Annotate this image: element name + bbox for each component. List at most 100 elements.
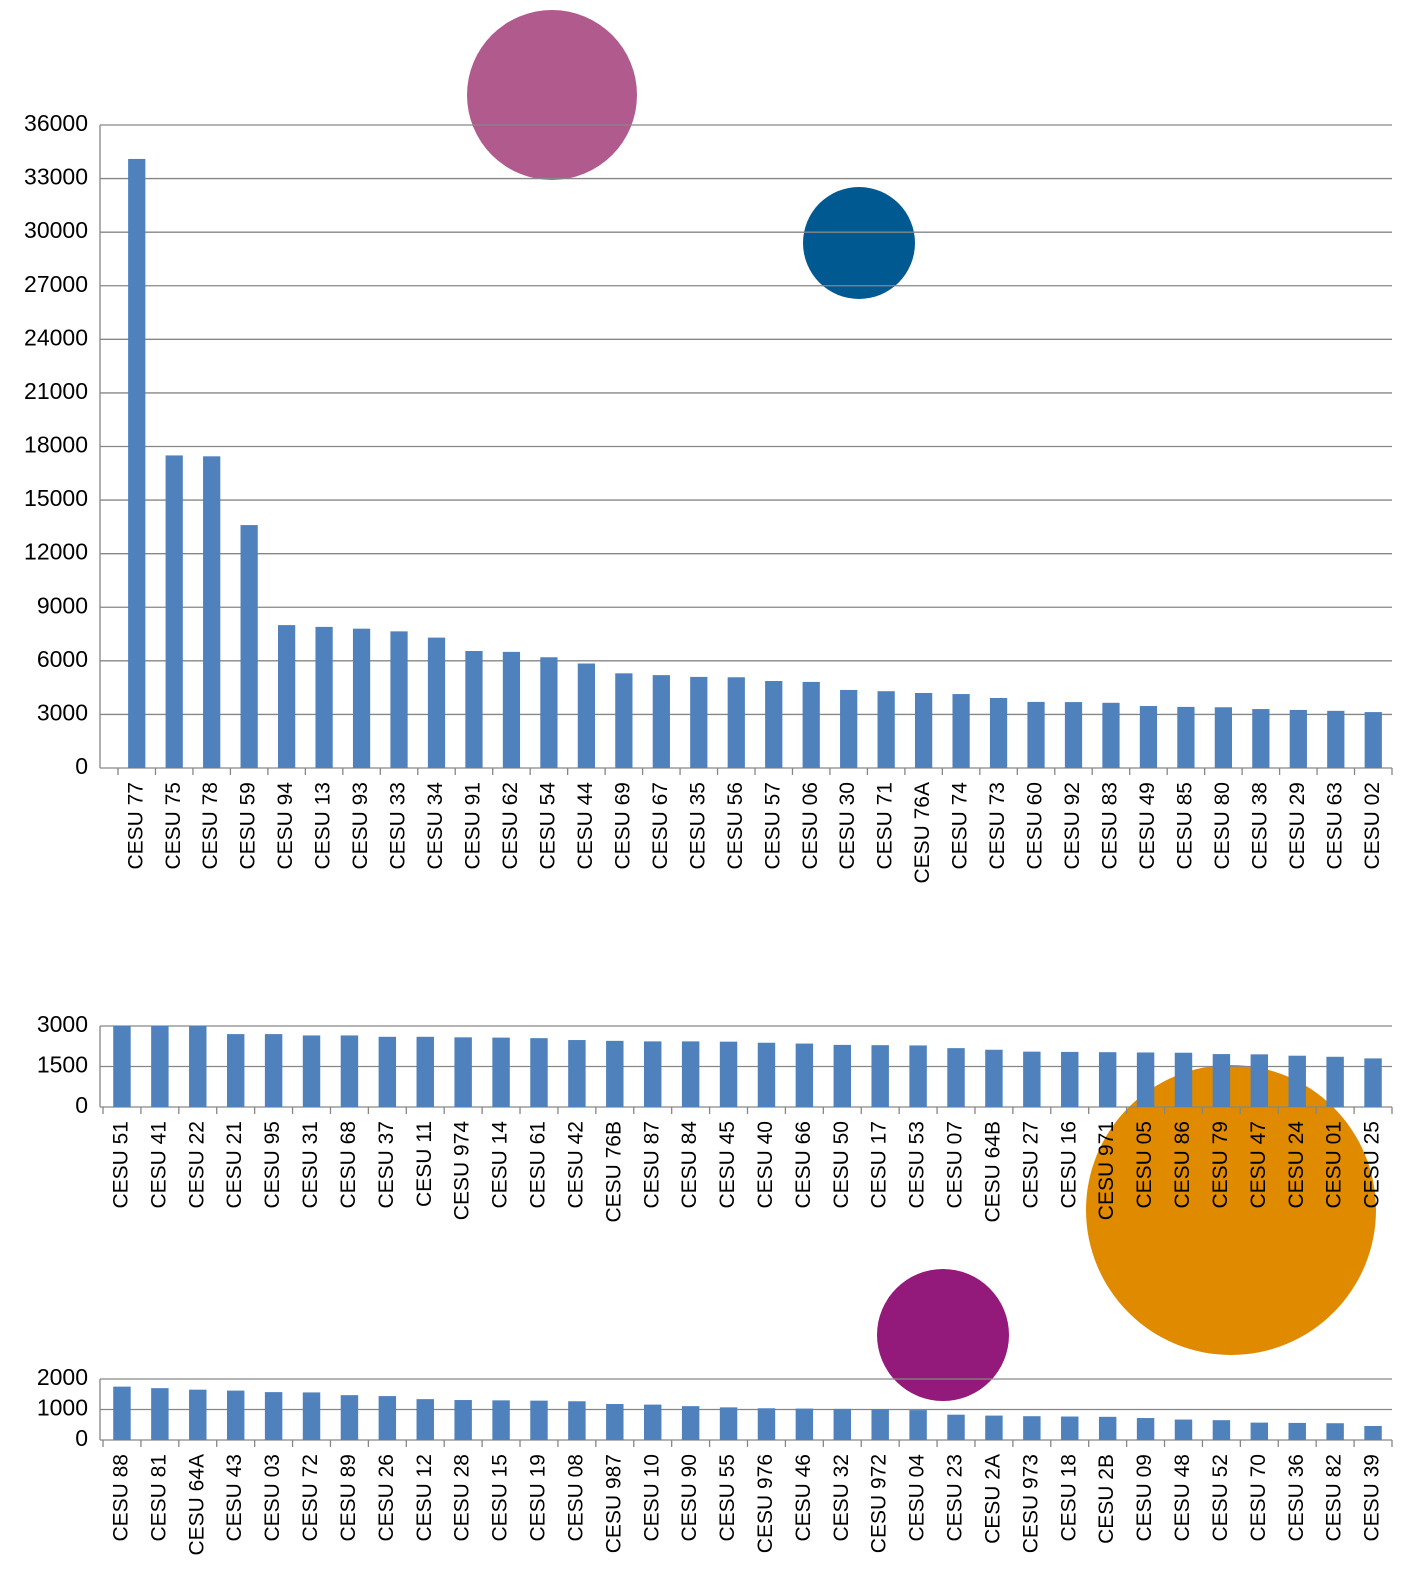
bar (1023, 1416, 1041, 1440)
x-tick-label: CESU 52 (1209, 1454, 1232, 1542)
x-tick-label: CESU 63 (1323, 782, 1346, 870)
x-tick-label: CESU 12 (413, 1454, 436, 1542)
bar (795, 1043, 814, 1107)
bar (795, 1408, 814, 1440)
bar (1061, 1051, 1079, 1107)
x-tick-label: CESU 35 (686, 782, 709, 870)
x-tick-label: CESU 973 (1019, 1454, 1042, 1553)
bar (719, 1407, 738, 1440)
bar (530, 1400, 548, 1440)
bar (681, 1406, 700, 1440)
x-tick-label: CESU 11 (413, 1121, 436, 1207)
bar (189, 1389, 207, 1440)
bar (1139, 706, 1158, 768)
x-tick-label: CESU 21 (223, 1121, 246, 1209)
bar (947, 1414, 965, 1440)
bar (871, 1409, 889, 1440)
x-tick-label: CESU 972 (868, 1454, 891, 1553)
x-tick-label: CESU 44 (574, 782, 597, 870)
bar (427, 637, 446, 768)
bar (492, 1037, 510, 1107)
x-tick-label: CESU 2A (981, 1454, 1004, 1544)
bar (644, 1404, 662, 1440)
x-tick-label: CESU 61 (527, 1121, 550, 1209)
x-tick-label: CESU 56 (724, 782, 747, 870)
bar (189, 1026, 207, 1107)
x-tick-label: CESU 94 (274, 782, 297, 870)
x-tick-label: CESU 68 (337, 1121, 360, 1209)
x-tick-label: CESU 02 (1361, 782, 1384, 870)
bar (1364, 1058, 1382, 1107)
bar (909, 1045, 927, 1107)
x-tick-label: CESU 38 (1248, 782, 1271, 870)
bar (577, 663, 596, 768)
x-tick-label: CESU 41 (147, 1121, 170, 1209)
bar (1027, 701, 1045, 768)
bar (530, 1038, 548, 1107)
x-tick-label: CESU 59 (237, 782, 260, 870)
y-tick-label: 1000 (37, 1395, 88, 1421)
x-tick-label: CESU 2B (1095, 1454, 1118, 1544)
x-tick-label: CESU 92 (1061, 782, 1084, 870)
bar (340, 1395, 359, 1440)
x-tick-label: CESU 78 (199, 782, 222, 870)
x-tick-label: CESU 85 (1173, 782, 1196, 870)
bar (1061, 1416, 1079, 1440)
x-tick-label: CESU 26 (375, 1454, 398, 1542)
bar (690, 676, 708, 768)
bar (1136, 1052, 1155, 1107)
y-tick-label: 0 (75, 1425, 88, 1451)
x-tick-label: CESU 34 (424, 782, 447, 870)
y-tick-label: 3000 (37, 1011, 88, 1037)
bar (1098, 1052, 1117, 1107)
x-tick-label: CESU 14 (489, 1121, 512, 1209)
x-tick-label: CESU 971 (1095, 1121, 1118, 1220)
bar (1212, 1054, 1231, 1107)
bar (652, 675, 670, 768)
decor-circle (1086, 1065, 1376, 1355)
x-tick-label: CESU 30 (836, 782, 859, 870)
x-tick-label: CESU 95 (261, 1121, 284, 1209)
bar (681, 1041, 700, 1107)
bar (568, 1401, 586, 1440)
bar (378, 1396, 397, 1440)
bar (1289, 709, 1307, 768)
x-tick-label: CESU 71 (874, 782, 897, 870)
x-tick-label: CESU 83 (1099, 782, 1122, 870)
x-tick-label: CESU 27 (1019, 1121, 1042, 1209)
bar (727, 677, 745, 768)
x-tick-label: CESU 22 (185, 1121, 208, 1209)
x-tick-label: CESU 57 (761, 782, 784, 870)
y-tick-label: 21000 (24, 378, 88, 404)
bar (240, 525, 258, 768)
x-tick-label: CESU 82 (1323, 1454, 1346, 1542)
bar (502, 651, 521, 768)
y-tick-label: 30000 (24, 217, 88, 243)
bar (340, 1035, 359, 1107)
bar (454, 1037, 472, 1107)
x-tick-label: CESU 70 (1247, 1454, 1270, 1542)
bar (833, 1408, 851, 1440)
x-tick-label: CESU 25 (1361, 1121, 1384, 1209)
y-tick-label: 15000 (24, 485, 88, 511)
x-tick-label: CESU 07 (944, 1121, 967, 1209)
x-tick-label: CESU 06 (799, 782, 822, 870)
x-tick-label: CESU 48 (1171, 1454, 1194, 1542)
decor-circle (467, 10, 637, 180)
bar (989, 697, 1008, 768)
decor-circle (803, 187, 915, 299)
bar (615, 673, 633, 768)
x-tick-label: CESU 69 (611, 782, 634, 870)
y-tick-label: 9000 (37, 592, 88, 618)
x-tick-label: CESU 49 (1136, 782, 1159, 870)
bar (871, 1045, 889, 1107)
bar (1177, 706, 1195, 768)
bar (352, 628, 371, 768)
x-tick-label: CESU 08 (564, 1454, 587, 1542)
x-tick-label: CESU 90 (678, 1454, 701, 1542)
x-tick-label: CESU 16 (1057, 1121, 1080, 1209)
x-tick-label: CESU 91 (462, 782, 485, 870)
bar (454, 1400, 472, 1440)
bar (264, 1392, 283, 1440)
bar (568, 1040, 586, 1107)
